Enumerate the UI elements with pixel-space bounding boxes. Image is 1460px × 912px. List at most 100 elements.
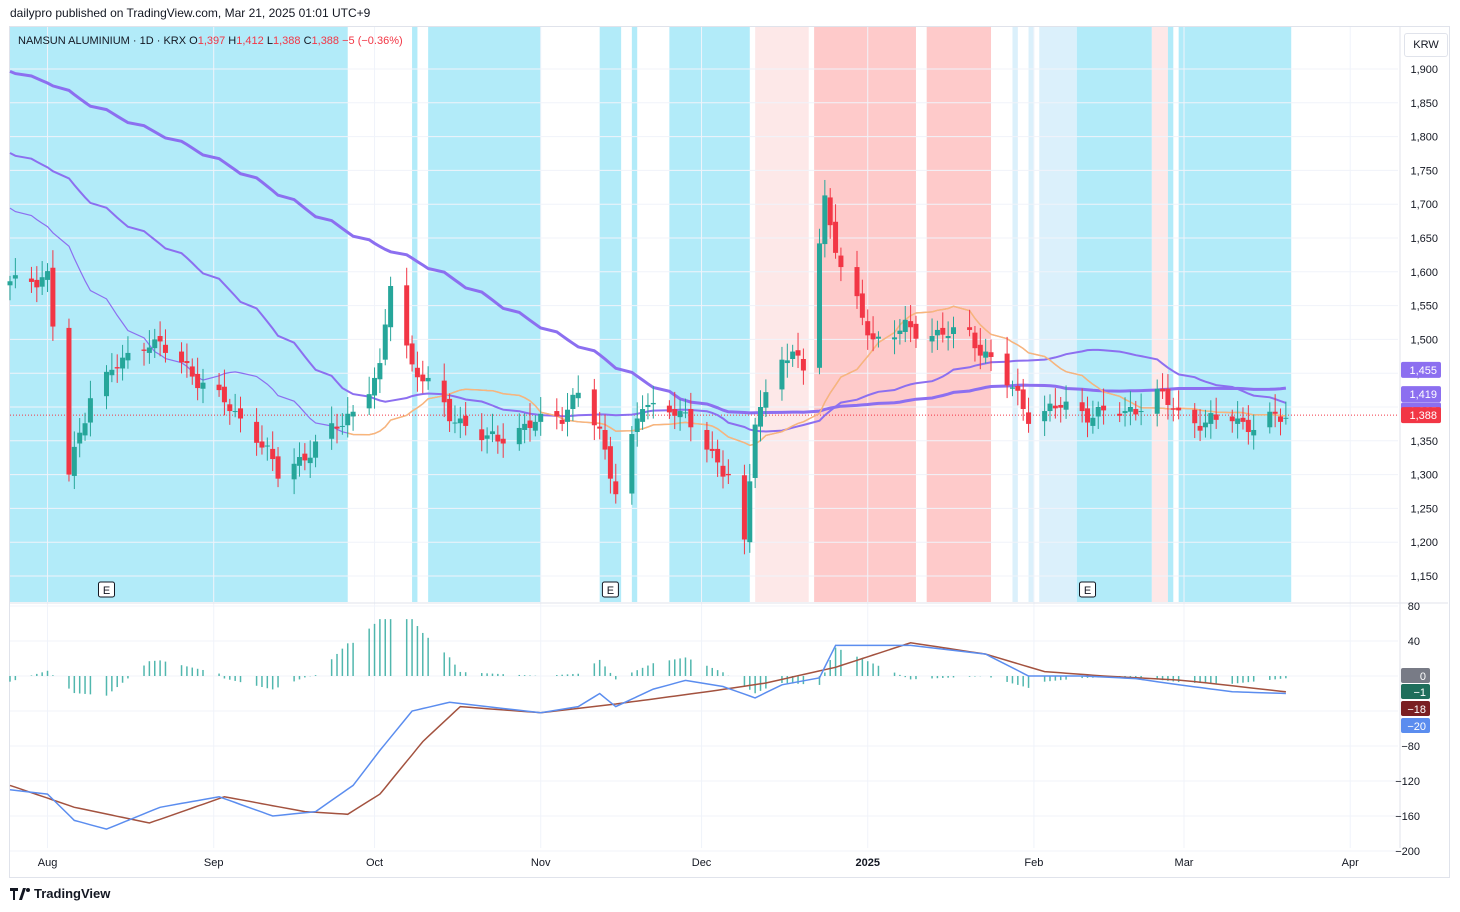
candle-body	[715, 448, 721, 463]
tradingview-logo-icon	[10, 887, 30, 900]
candle-body	[296, 457, 302, 466]
candle-body	[275, 456, 281, 479]
candle-body	[495, 434, 501, 442]
candle-body	[859, 293, 865, 318]
macd-tag-box	[1401, 701, 1430, 716]
session-band	[926, 27, 992, 602]
time-tick-label: Sep	[204, 857, 224, 869]
candle-body	[763, 392, 769, 408]
candle-body	[870, 333, 876, 340]
candle-body	[741, 475, 747, 540]
price-tick-label: 1,200	[1410, 537, 1438, 549]
candle-body	[372, 377, 378, 396]
candle-body	[913, 323, 919, 339]
candle-body	[950, 327, 956, 334]
session-band	[1151, 27, 1168, 602]
macd-tag-box	[1401, 718, 1430, 733]
macd-tick-label: −200	[1395, 846, 1420, 858]
candle-body	[377, 363, 383, 380]
candle-body	[709, 448, 715, 451]
candle-body	[270, 448, 276, 460]
candle-body	[865, 321, 871, 336]
candle-body	[1015, 386, 1021, 391]
candle-body	[1063, 401, 1069, 410]
candle-body	[441, 380, 447, 403]
candle-body	[1170, 408, 1176, 410]
candle-body	[50, 267, 56, 327]
candle-body	[1278, 416, 1284, 422]
candle-body	[779, 359, 785, 390]
candle-body	[1197, 425, 1203, 431]
candle-body	[489, 431, 495, 435]
macd-tag-box	[1401, 684, 1430, 699]
candle-body	[1085, 408, 1091, 423]
candle-body	[1009, 387, 1015, 389]
axes: 1,1501,2001,2501,3001,3501,4001,4501,500…	[38, 64, 1441, 869]
currency-button[interactable]: KRW	[1404, 33, 1448, 57]
ma-long-line	[9, 70, 1287, 415]
candle-body	[71, 446, 77, 476]
candle-body	[790, 351, 796, 360]
macd-tick-label: −80	[1401, 741, 1420, 753]
candle-body	[967, 327, 973, 330]
candle-body	[645, 404, 651, 407]
candle-body	[195, 373, 201, 389]
candle-body	[141, 349, 147, 351]
candle-body	[350, 411, 356, 417]
time-tick-label: Aug	[38, 857, 58, 869]
candle-body	[640, 409, 646, 422]
macd-tag-label: −1	[1413, 687, 1426, 699]
low-label: L	[266, 35, 273, 47]
candle-body	[833, 221, 839, 253]
candle-body	[747, 481, 753, 543]
price-tick-label: 1,900	[1410, 64, 1438, 76]
session-band	[669, 27, 750, 602]
close-label: C	[303, 35, 312, 47]
candle-body	[179, 351, 185, 363]
close-value: 1,388	[311, 35, 340, 47]
time-tick-label: Mar	[1175, 857, 1194, 869]
candle-body	[45, 271, 51, 280]
candle-body	[607, 446, 613, 479]
candle-body	[816, 243, 822, 368]
candle-body	[677, 411, 683, 418]
candle-body	[420, 374, 426, 382]
candle-body	[66, 327, 72, 475]
candle-body	[1240, 417, 1246, 422]
candle-body	[672, 409, 678, 416]
candle-body	[613, 481, 619, 495]
candle-body	[597, 426, 603, 429]
candle-body	[34, 279, 40, 288]
earnings-marker-box	[601, 581, 619, 598]
candle-body	[1283, 417, 1289, 419]
candle-body	[1122, 411, 1128, 414]
macd-tag-box	[1401, 668, 1430, 683]
time-tick-label: 2025	[855, 857, 879, 869]
earnings-marker-box	[97, 581, 115, 598]
earnings-marker-label: E	[103, 585, 110, 597]
price-tick-label: 1,550	[1410, 301, 1438, 313]
candle-body	[800, 359, 806, 371]
candle-body	[232, 411, 238, 413]
session-band	[814, 27, 916, 602]
price-tag-label: 1,455	[1409, 365, 1437, 377]
candle-body	[1047, 403, 1053, 412]
macd-tag-label: 0	[1420, 671, 1426, 683]
candle-body	[988, 352, 994, 357]
candle-body	[146, 347, 152, 353]
candle-body	[983, 351, 989, 358]
candle-body	[908, 321, 914, 328]
candle-body	[875, 336, 881, 339]
candle-body	[902, 319, 908, 332]
candle-body	[221, 386, 227, 403]
candle-body	[570, 394, 576, 410]
candle-body	[1138, 411, 1144, 413]
grid-lines	[10, 27, 1448, 852]
time-tick-label: Feb	[1024, 857, 1043, 869]
tradingview-brand[interactable]: TradingView	[10, 886, 110, 901]
symbol-legend[interactable]: NAMSUN ALUMINIUM · 1D · KRX O1,397 H1,41…	[18, 35, 403, 47]
candle-body	[1127, 407, 1133, 412]
candle-body	[972, 332, 978, 349]
